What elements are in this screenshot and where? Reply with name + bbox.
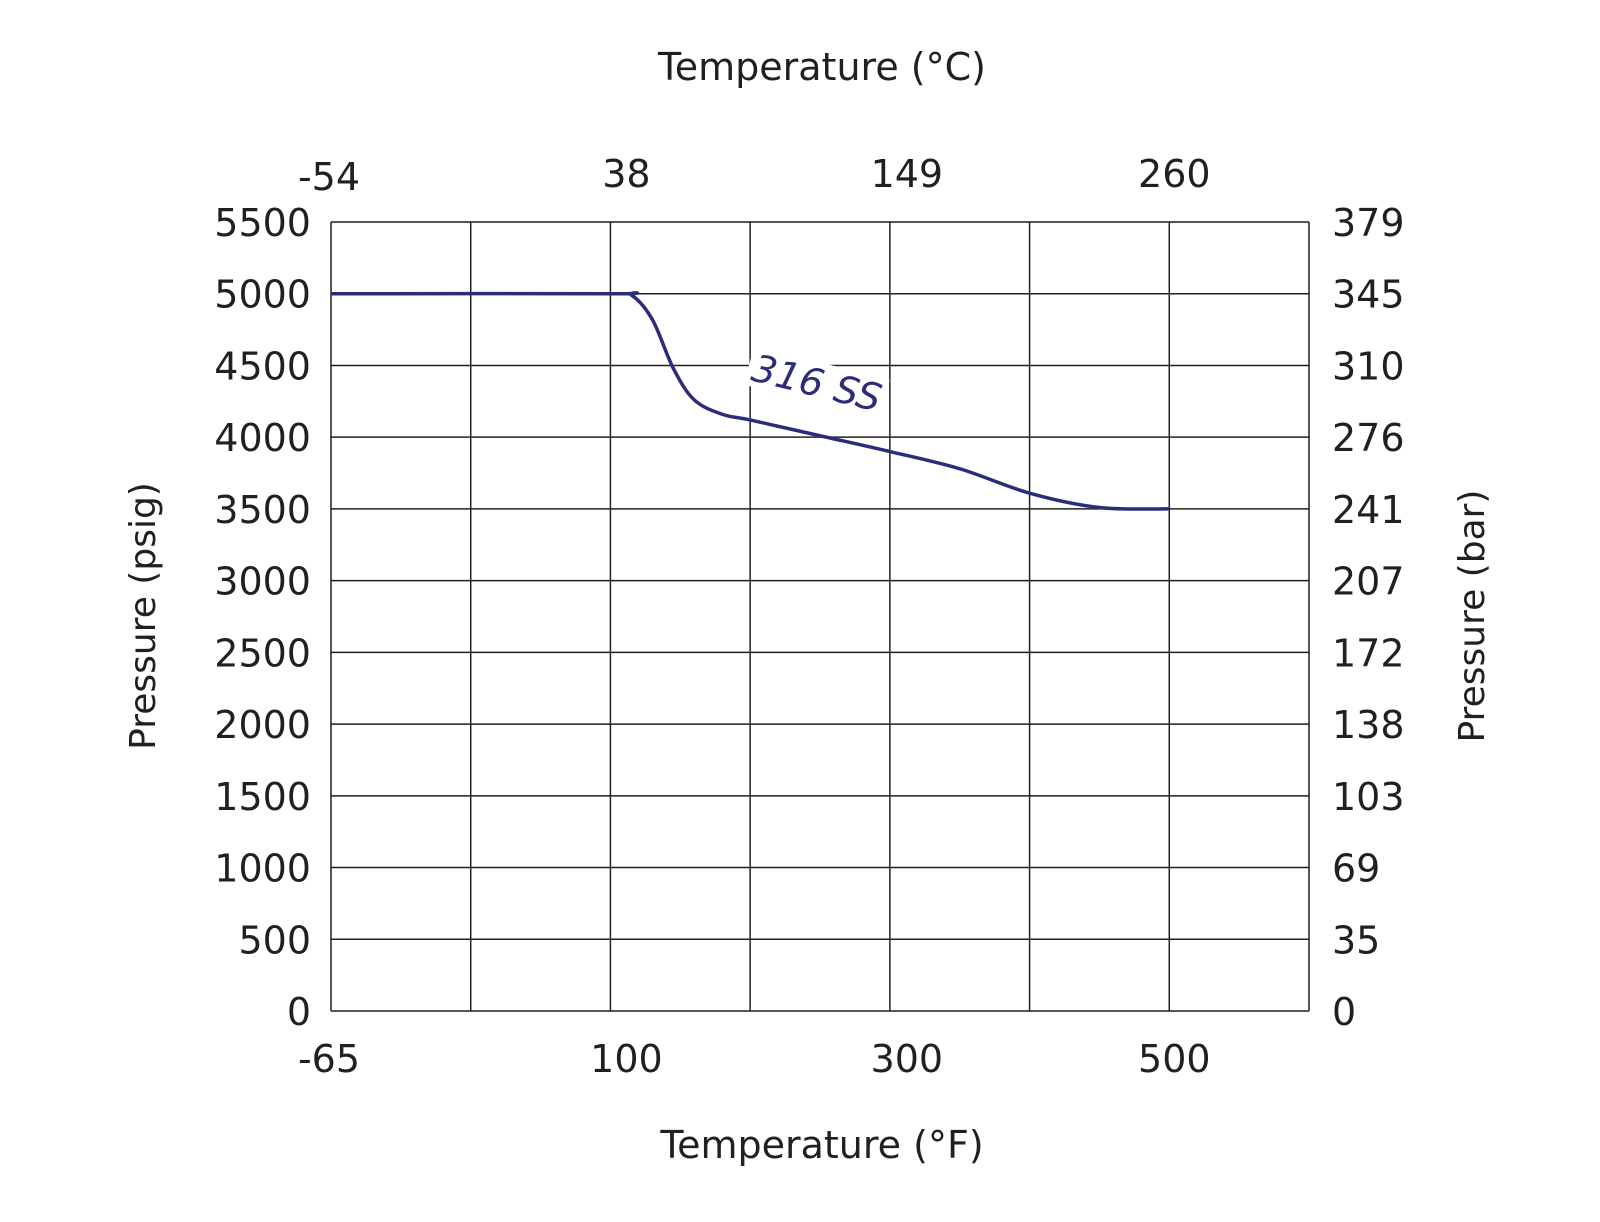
y-tick-label: 5000 bbox=[214, 273, 311, 317]
y-tick-label: 1500 bbox=[214, 775, 311, 819]
y-right-tick-label: 276 bbox=[1332, 416, 1405, 460]
y-tick-label: 3500 bbox=[214, 488, 311, 532]
y-tick-label: 2500 bbox=[214, 631, 311, 675]
y-right-tick-label: 241 bbox=[1332, 488, 1405, 532]
x-tick-label: 300 bbox=[871, 1037, 944, 1081]
series-line-316-ss bbox=[330, 291, 1170, 511]
x-top-tick-label: 38 bbox=[602, 152, 650, 196]
grid bbox=[330, 221, 1310, 1012]
y-right-tick-label: 172 bbox=[1332, 631, 1405, 675]
y-right-tick-label: 138 bbox=[1332, 703, 1405, 747]
y-tick-label: 500 bbox=[238, 918, 311, 962]
y-tick-label: 3000 bbox=[214, 560, 311, 604]
x-tick-label: -65 bbox=[298, 1037, 360, 1081]
y-right-tick-label: 69 bbox=[1332, 847, 1380, 891]
y-right-tick-label: 345 bbox=[1332, 273, 1405, 317]
x-top-tick-label: -54 bbox=[298, 155, 360, 199]
y-tick-label: 1000 bbox=[214, 847, 311, 891]
x-top-tick-label: 260 bbox=[1138, 152, 1211, 196]
y-tick-label: 2000 bbox=[214, 703, 311, 747]
y-right-tick-label: 103 bbox=[1332, 775, 1405, 819]
x-axis-title: Temperature (°F) bbox=[659, 1123, 983, 1167]
x-tick-label: 500 bbox=[1138, 1037, 1211, 1081]
x-top-tick-label: 149 bbox=[871, 152, 944, 196]
y-right-tick-label: 207 bbox=[1332, 560, 1405, 604]
y-tick-label: 5500 bbox=[214, 201, 311, 245]
y-right-tick-label: 35 bbox=[1332, 918, 1380, 962]
y-right-axis-title: Pressure (bar) bbox=[1452, 490, 1493, 743]
y-axis-title: Pressure (psig) bbox=[123, 482, 164, 750]
series-label-316-ss: 316 SS bbox=[744, 345, 890, 421]
y-tick-label: 0 bbox=[287, 990, 311, 1034]
y-right-tick-label: 379 bbox=[1332, 201, 1405, 245]
y-right-tick-label: 310 bbox=[1332, 344, 1405, 388]
series-label-background bbox=[744, 345, 890, 419]
x-tick-label: 100 bbox=[590, 1037, 663, 1081]
series-label-text: 316 SS bbox=[748, 346, 886, 421]
tick-labels: 0 0 500 35 1000 69 1500 103 2000 138 2500 172 3000 20… bbox=[214, 152, 1404, 1081]
y-right-tick-label: 0 bbox=[1332, 990, 1356, 1034]
y-tick-label: 4500 bbox=[214, 344, 311, 388]
y-tick-label: 4000 bbox=[214, 416, 311, 460]
top-axis-title: Temperature (°C) bbox=[657, 45, 986, 89]
